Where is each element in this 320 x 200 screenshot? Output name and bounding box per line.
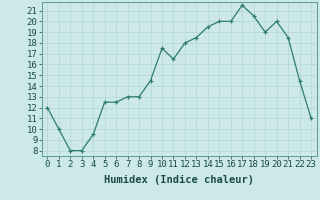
X-axis label: Humidex (Indice chaleur): Humidex (Indice chaleur) — [104, 175, 254, 185]
